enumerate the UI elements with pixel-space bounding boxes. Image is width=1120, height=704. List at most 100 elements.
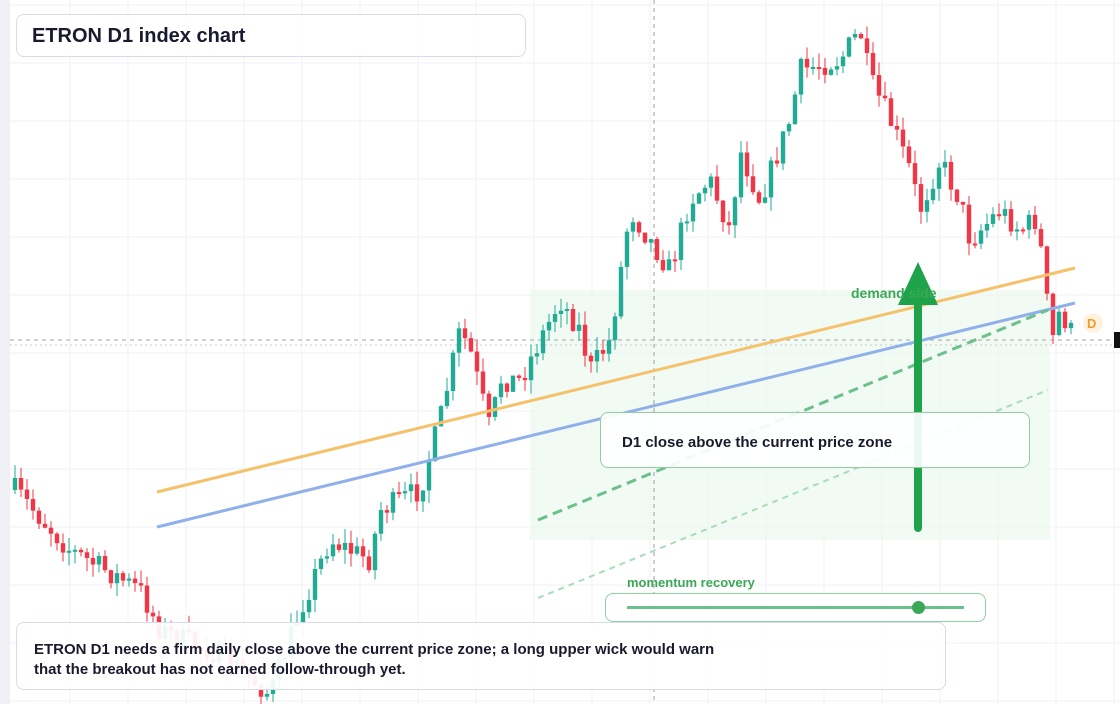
candle-body — [1056, 311, 1062, 336]
note-box: ETRON D1 needs a firm daily close above … — [16, 622, 946, 690]
candle-body — [126, 578, 132, 581]
candle-body — [774, 160, 780, 164]
candle-body — [660, 260, 666, 271]
candle-body — [678, 222, 684, 260]
candle-body — [552, 313, 558, 322]
candle-body — [960, 201, 966, 205]
slider-label: momentum recovery — [627, 575, 755, 590]
candle-body — [666, 259, 672, 271]
candle-body — [816, 67, 822, 70]
candle-body — [480, 371, 486, 394]
candle-body — [108, 570, 114, 584]
candle-body — [420, 490, 426, 502]
candle-body — [654, 239, 660, 261]
candle-body — [936, 167, 942, 189]
candle-body — [402, 491, 408, 494]
candle-body — [366, 556, 372, 571]
candle-body — [648, 239, 654, 243]
candle-body — [336, 544, 342, 550]
left-edge — [0, 0, 10, 704]
candle-body — [720, 200, 726, 223]
candle-body — [900, 129, 906, 147]
candle-body — [822, 67, 828, 75]
candle-body — [30, 498, 36, 511]
candle-body — [48, 527, 54, 534]
candle-body — [636, 222, 642, 233]
candle-body — [468, 338, 474, 352]
candle-body — [756, 192, 762, 203]
price-tag — [1114, 332, 1120, 348]
candle-body — [522, 377, 528, 381]
candle-body — [984, 223, 990, 231]
candle-body — [348, 542, 354, 554]
candle-body — [876, 75, 882, 96]
candle-body — [114, 573, 120, 584]
candle-body — [96, 555, 102, 565]
candle-body — [396, 492, 402, 495]
candle-body — [426, 460, 432, 491]
candle-body — [60, 543, 66, 553]
candle-body — [312, 568, 318, 600]
candle-body — [690, 203, 696, 222]
candle-body — [138, 583, 144, 586]
candle-body — [786, 124, 792, 132]
candle-body — [606, 340, 612, 354]
candle-body — [258, 685, 264, 697]
candle-body — [630, 222, 636, 232]
candle-body — [942, 161, 948, 168]
candle-body — [582, 324, 588, 356]
candle-body — [918, 184, 924, 212]
arrow-head — [898, 262, 938, 305]
candle-body — [12, 478, 18, 490]
candle-body — [120, 573, 126, 581]
candle-body — [36, 510, 42, 524]
candle-body — [456, 328, 462, 353]
candle-body — [144, 585, 150, 613]
candle-body — [474, 351, 480, 372]
candle-body — [744, 152, 750, 177]
callout: D1 close above the current price zone — [622, 434, 893, 451]
candle-body — [1032, 214, 1038, 229]
candle-body — [72, 549, 78, 552]
candle-body — [408, 484, 414, 492]
candle-body — [354, 546, 360, 554]
candle-body — [1062, 311, 1068, 329]
candle-body — [618, 266, 624, 317]
slider-box — [605, 593, 986, 622]
candle-body — [888, 98, 894, 126]
note: ETRON D1 needs a firm daily close above … — [34, 641, 715, 678]
candle-body — [924, 200, 930, 212]
candle-body — [444, 391, 450, 407]
candle-body — [546, 321, 552, 331]
candle-body — [738, 152, 744, 198]
candle-body — [498, 383, 504, 398]
trend-line-faint — [537, 389, 1049, 599]
candle-body — [846, 37, 852, 57]
candle-body — [768, 160, 774, 198]
marker: D — [1087, 316, 1097, 331]
candle-body — [486, 393, 492, 417]
candle-body — [516, 375, 522, 378]
candle-body — [750, 176, 756, 193]
candle-body — [1002, 209, 1008, 216]
candle-body — [1038, 228, 1044, 247]
candle-body — [540, 330, 546, 354]
candle-body — [990, 214, 996, 224]
candle-body — [132, 578, 138, 584]
candle-body — [906, 146, 912, 164]
candle-body — [414, 484, 420, 502]
candle-body — [672, 259, 678, 262]
candle-body — [534, 353, 540, 357]
candle-body — [306, 599, 312, 613]
candle-body — [708, 176, 714, 188]
candle-body — [360, 546, 366, 557]
candle-body — [882, 95, 888, 99]
candle-body — [612, 316, 618, 341]
candle-body — [804, 58, 810, 68]
candle-body — [780, 131, 786, 164]
candle-body — [378, 510, 384, 534]
candle-body — [330, 544, 336, 557]
candle-body — [948, 161, 954, 190]
candle-body — [102, 555, 108, 571]
